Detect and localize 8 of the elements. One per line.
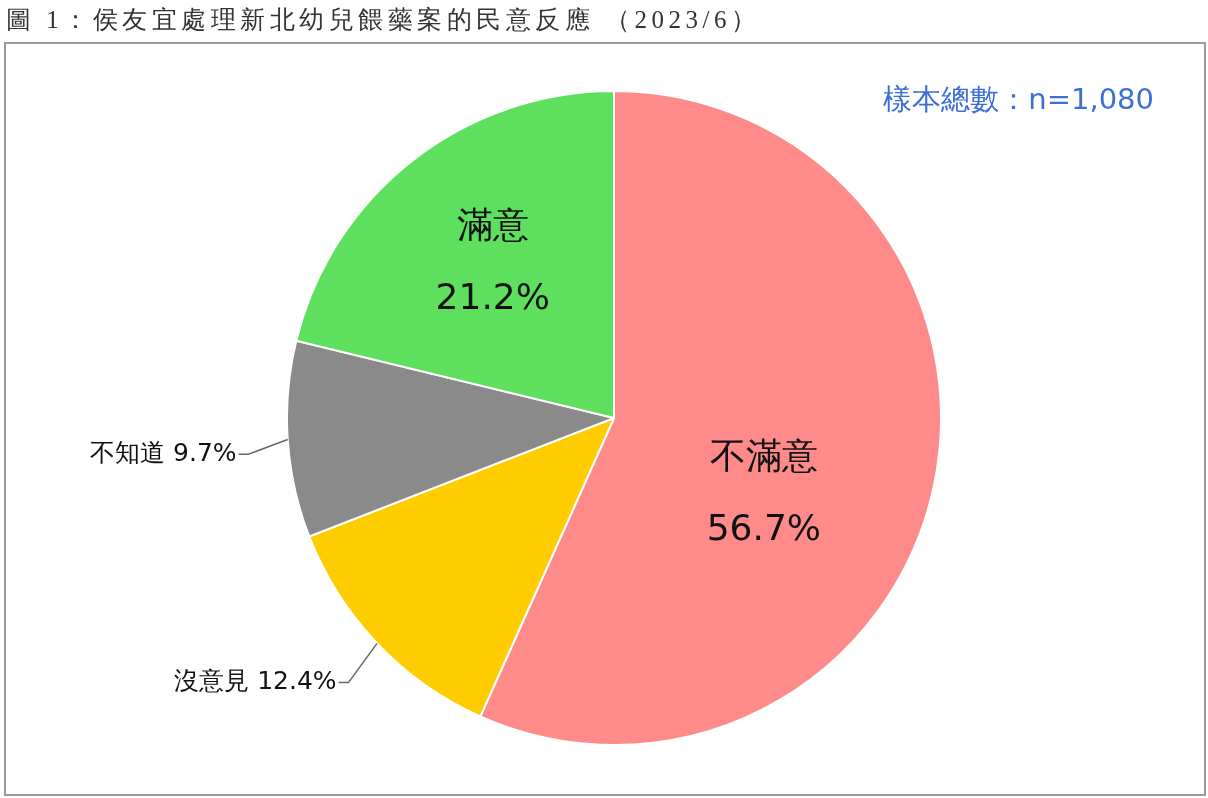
chart-title: 圖 1：侯友宜處理新北幼兒餵藥案的民意反應 （2023/6） [6,5,761,35]
slice-label: 滿意 [456,204,529,246]
data-label: 56.7% [706,506,822,548]
slice-label: 沒意見 12.4% [174,665,337,695]
slice-label: 不知道 9.7% [90,437,237,467]
slice-label: 不滿意 [709,434,818,476]
data-label: 21.2% [435,276,550,318]
text: 樣本總數：n=1,080 [883,81,1154,118]
